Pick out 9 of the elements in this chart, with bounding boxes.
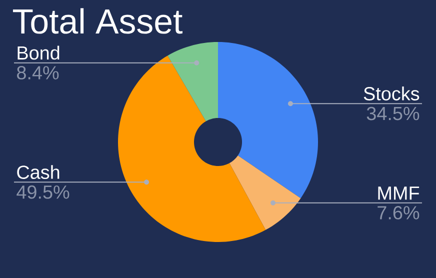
data-label: 8.4% — [17, 66, 59, 80]
slice-label: Bond — [18, 46, 60, 60]
slice-label: MMF — [378, 186, 420, 200]
data-label: 7.6% — [378, 206, 420, 220]
chart-title: Total Asset — [12, 8, 182, 34]
slice-label: Cash — [17, 165, 60, 179]
data-label: 49.5% — [16, 185, 70, 199]
slice-label: Stocks — [364, 86, 420, 100]
data-label: 34.5% — [366, 106, 420, 120]
